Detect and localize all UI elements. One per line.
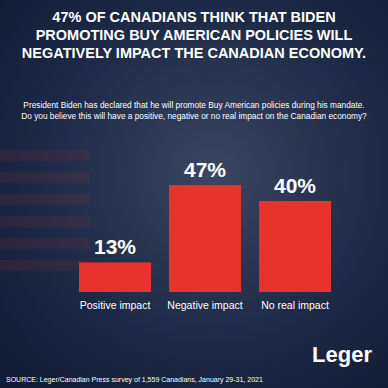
tick-label: Negative impact [167, 299, 242, 311]
background [0, 0, 388, 388]
source: SOURCE: Leger/Canadian Press survey of 1… [6, 376, 263, 384]
tick: Negative impact [167, 292, 242, 311]
stripe [0, 216, 90, 227]
stripe [0, 238, 90, 249]
stripe [0, 260, 90, 271]
data-labels: 13% 47% 40% [94, 158, 316, 258]
bars [79, 185, 331, 292]
data-label: 47% [184, 158, 226, 181]
data-label: 40% [274, 174, 316, 197]
bar [169, 185, 241, 292]
stripe [0, 150, 90, 161]
tick: No real impact [261, 292, 329, 311]
x-axis: Positive impact Negative impact No real im… [71, 292, 341, 311]
tick: Positive impact [80, 292, 151, 311]
bar [79, 262, 151, 292]
decoration [0, 150, 90, 271]
subtitle: President Biden has declared that he wil… [21, 100, 367, 121]
axis-line [71, 292, 341, 293]
chart: 47% OF CANADIANS THINK THAT BIDENPROMOTI… [0, 0, 388, 388]
stripe [0, 172, 90, 183]
bar [259, 201, 331, 292]
tick-label: Positive impact [80, 299, 151, 311]
data-label: 13% [94, 235, 136, 258]
logo: Leger [312, 342, 372, 367]
stripe [0, 194, 90, 205]
tick-label: No real impact [261, 299, 329, 311]
title: 47% OF CANADIANS THINK THAT BIDENPROMOTI… [22, 9, 366, 61]
